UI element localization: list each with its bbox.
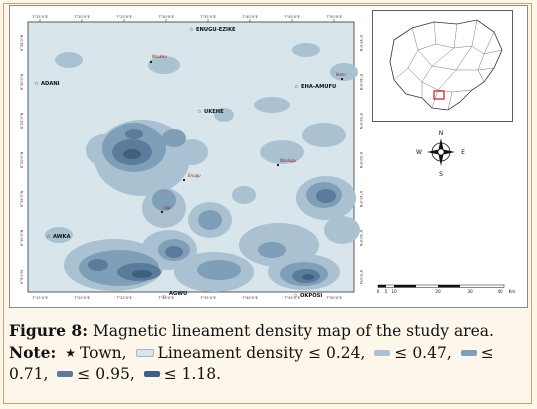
lon-tick-top: 7°20'0"E: [74, 15, 91, 19]
figure-label: Figure 8:: [9, 321, 88, 340]
locality-label: Enugu: [188, 173, 201, 178]
town-label: UKEHE: [204, 109, 224, 115]
legend-swatch-class1: [135, 349, 154, 357]
lat-tick-left: 6°15'0"N: [20, 191, 24, 208]
lon-tick-top: 7°45'0"E: [284, 15, 301, 19]
compass-n: N: [439, 130, 444, 137]
town-marker-star-icon: ☆: [34, 81, 39, 87]
legend-label: ≤ 0.47,: [394, 344, 452, 362]
nigeria-inset-map: [372, 10, 513, 122]
density-class-5: [123, 149, 314, 280]
locality-dot-icon: [160, 210, 164, 214]
scale-unit: Km: [509, 289, 516, 294]
locality-dot-icon: [149, 60, 153, 64]
locality-label: Ikem: [336, 72, 346, 77]
lon-tick-top: 7°35'0"E: [200, 15, 217, 19]
compass-w: W: [416, 149, 422, 156]
scale-tick: 0: [377, 289, 380, 294]
lat-tick-right: 6°10'0"N: [359, 230, 363, 247]
graticule-ticks: [39, 19, 335, 22]
north-arrow-icon: N E S W: [416, 130, 465, 178]
lat-tick-right: 6°35'0"N: [359, 35, 363, 52]
note-label: Note:: [9, 343, 57, 362]
town-marker-star-icon: ☆: [293, 293, 298, 299]
lat-tick-right: 6°25'0"N: [359, 113, 363, 130]
legend-label: ≤ 0.71,: [9, 344, 494, 383]
legend-label: ≤ 1.18.: [163, 365, 222, 383]
scale-tick: 10: [391, 289, 397, 294]
town-marker-star-icon: ☆: [189, 27, 194, 33]
town-label: AGWU: [169, 291, 187, 297]
legend-label: ≤ 0.95,: [77, 365, 135, 383]
town-label: EHA-AMUFU: [301, 84, 336, 90]
scale-tick: 40: [497, 289, 503, 294]
lat-tick-left: 6°35'0"N: [20, 35, 24, 52]
lineament-density-map: 7°15'0"E 7°20'0"E 7°25'0"E 7°30'0"E 7°35…: [20, 15, 363, 300]
legend-town-label: Town,: [79, 344, 127, 362]
compass-e: E: [461, 149, 465, 156]
legend-swatch-class4: [57, 371, 74, 377]
lon-tick-bottom: 7°25'0"E: [116, 296, 133, 300]
scale-tick: 20: [435, 289, 441, 294]
scale-bar: 0 5 10 20 30 40 Km: [377, 284, 516, 294]
locality-dot-icon: [276, 163, 280, 167]
legend-swatch-class5: [143, 371, 160, 377]
lat-tick-left: 6°25'0"N: [20, 113, 24, 130]
legend-label: Lineament density ≤ 0.24,: [157, 344, 366, 362]
town-label: OKPOSI: [300, 293, 322, 299]
locality-label: Nkalagu: [280, 158, 297, 163]
lon-tick-bottom: 7°30'0"E: [158, 296, 175, 300]
lon-tick-bottom: 7°35'0"E: [200, 296, 217, 300]
locality-label: Ugi: [164, 205, 171, 210]
page-frame: [3, 3, 532, 404]
lat-tick-right: 6°15'0"N: [359, 191, 363, 208]
locality-label: Nsukka: [152, 54, 167, 59]
lat-tick-right: 6°5'0"N: [359, 270, 363, 284]
lon-tick-top: 7°40'0"E: [242, 15, 259, 19]
lon-tick-bottom: 7°40'0"E: [242, 296, 259, 300]
lat-tick-right: 6°20'0"N: [359, 152, 363, 169]
town-marker-star-icon: ☆: [46, 234, 51, 240]
town-star-icon: ★: [65, 346, 76, 360]
lon-tick-bottom: 7°50'0"E: [326, 296, 343, 300]
lat-tick-left: 6°5'0"N: [20, 270, 24, 284]
lon-tick-top: 7°50'0"E: [326, 15, 343, 19]
country-outline: [389, 19, 503, 111]
town-label: ENUGU-EZIKE: [196, 27, 236, 33]
state-boundaries: [393, 19, 503, 111]
lon-tick-top: 7°15'0"E: [32, 15, 49, 19]
locality-dot-icon: [182, 178, 186, 182]
legend-swatch-class2: [374, 350, 391, 356]
scale-tick: 30: [467, 289, 473, 294]
lat-tick-left: 6°10'0"N: [20, 230, 24, 247]
town-marker-star-icon: ☆: [197, 109, 202, 115]
lon-tick-top: 7°30'0"E: [158, 15, 175, 19]
study-area-highlight: [433, 90, 445, 100]
lon-tick-bottom: 7°20'0"E: [74, 296, 91, 300]
scale-tick: 5: [385, 289, 388, 294]
lon-tick-bottom: 7°45'0"E: [284, 296, 301, 300]
town-marker-star-icon: ☆: [162, 294, 167, 300]
lat-tick-left: 6°30'0"N: [20, 74, 24, 91]
compass-s: S: [439, 171, 443, 178]
lon-tick-bottom: 7°15'0"E: [32, 296, 49, 300]
figure-text: Magnetic lineament density map of the st…: [92, 322, 494, 340]
lon-tick-top: 7°25'0"E: [116, 15, 133, 19]
legend-swatch-class3: [460, 350, 477, 356]
town-label: ADANI: [41, 81, 60, 87]
town-label: AWKA: [53, 234, 71, 240]
town-marker-star-icon: ☆: [294, 84, 299, 90]
figure-caption: Figure 8: Magnetic lineament density map…: [9, 320, 531, 385]
lat-tick-left: 6°20'0"N: [20, 152, 24, 169]
lat-tick-right: 6°30'0"N: [359, 74, 363, 91]
locality-dot-icon: [340, 77, 344, 81]
